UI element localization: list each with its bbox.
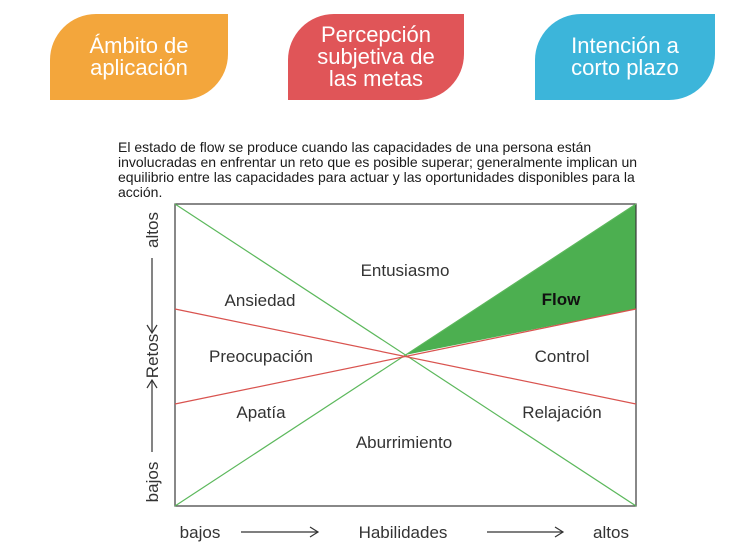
y-axis-arrow-up-icon: [146, 378, 158, 389]
x-axis-arrow-right-icon: [309, 526, 320, 538]
region-label-control: Control: [535, 347, 590, 366]
region-label-flow: Flow: [542, 290, 581, 309]
region-label-relajacion: Relajación: [522, 403, 601, 422]
y-axis-arrow-down-icon: [146, 324, 158, 335]
badge-intencion: Intención a corto plazo: [535, 14, 715, 100]
region-label-ansiedad: Ansiedad: [225, 291, 296, 310]
badge-ambito-label: Ámbito de aplicación: [89, 33, 189, 80]
x-axis-low-label: bajos: [180, 523, 221, 542]
badge-ambito: Ámbito de aplicación: [50, 14, 228, 100]
description-text: El estado de flow se produce cuando las …: [118, 139, 638, 200]
region-label-preocupacion: Preocupación: [209, 347, 313, 366]
green-diagonal-up: [174, 203, 637, 507]
y-axis-label: Retos: [143, 334, 162, 378]
badge-percepcion: Percepción subjetiva de las metas: [288, 14, 464, 100]
x-axis-arrow-right-icon-2: [554, 526, 565, 538]
y-axis-low-label: bajos: [143, 462, 162, 503]
region-label-aburrimiento: Aburrimiento: [356, 433, 452, 452]
x-axis: bajos Habilidades altos: [180, 523, 629, 542]
badge-percepcion-label: Percepción subjetiva de las metas: [317, 22, 435, 91]
x-axis-high-label: altos: [593, 523, 629, 542]
y-axis-high-label: altos: [143, 212, 162, 248]
y-axis: altos Retos bajos: [143, 212, 162, 502]
badge-intencion-label: Intención a corto plazo: [571, 33, 679, 80]
region-label-entusiasmo: Entusiasmo: [361, 261, 450, 280]
diagram-frame: [174, 203, 637, 507]
red-line-up: [174, 308, 637, 405]
region-label-apatia: Apatía: [236, 403, 286, 422]
x-axis-label: Habilidades: [359, 523, 448, 542]
